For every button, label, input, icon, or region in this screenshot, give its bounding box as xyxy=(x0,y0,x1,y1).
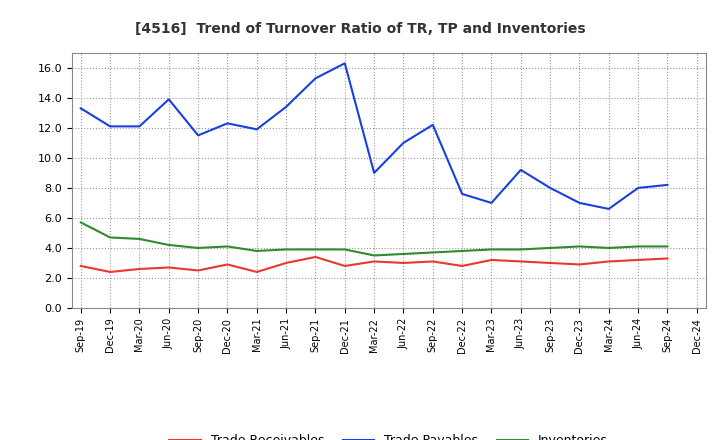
Text: [4516]  Trend of Turnover Ratio of TR, TP and Inventories: [4516] Trend of Turnover Ratio of TR, TP… xyxy=(135,22,585,36)
Trade Payables xyxy=(106,124,114,129)
Inventories xyxy=(164,242,173,248)
Trade Payables xyxy=(253,127,261,132)
Inventories xyxy=(253,248,261,253)
Trade Receivables xyxy=(311,254,320,260)
Trade Receivables xyxy=(76,263,85,268)
Inventories xyxy=(575,244,584,249)
Trade Receivables xyxy=(634,257,642,263)
Trade Payables xyxy=(575,200,584,205)
Inventories xyxy=(135,236,144,242)
Trade Receivables xyxy=(605,259,613,264)
Inventories xyxy=(76,220,85,225)
Trade Payables xyxy=(194,133,202,138)
Inventories xyxy=(311,247,320,252)
Inventories xyxy=(194,246,202,251)
Trade Receivables xyxy=(194,268,202,273)
Inventories xyxy=(282,247,290,252)
Trade Payables xyxy=(634,185,642,191)
Trade Payables xyxy=(223,121,232,126)
Inventories xyxy=(605,246,613,251)
Legend: Trade Receivables, Trade Payables, Inventories: Trade Receivables, Trade Payables, Inven… xyxy=(164,429,613,440)
Inventories xyxy=(341,247,349,252)
Inventories xyxy=(428,250,437,255)
Trade Receivables xyxy=(164,265,173,270)
Trade Payables xyxy=(487,200,496,205)
Trade Payables xyxy=(546,185,554,191)
Trade Payables xyxy=(76,106,85,111)
Inventories xyxy=(546,246,554,251)
Trade Receivables xyxy=(663,256,672,261)
Trade Receivables xyxy=(399,260,408,266)
Inventories xyxy=(106,235,114,240)
Inventories xyxy=(399,251,408,257)
Line: Trade Receivables: Trade Receivables xyxy=(81,257,667,272)
Inventories xyxy=(663,244,672,249)
Trade Receivables xyxy=(370,259,379,264)
Line: Inventories: Inventories xyxy=(81,223,667,256)
Inventories xyxy=(487,247,496,252)
Trade Receivables xyxy=(487,257,496,263)
Trade Receivables xyxy=(106,269,114,275)
Trade Receivables xyxy=(223,262,232,267)
Trade Payables xyxy=(370,170,379,176)
Trade Receivables xyxy=(575,262,584,267)
Trade Receivables xyxy=(546,260,554,266)
Trade Payables xyxy=(458,191,467,197)
Trade Receivables xyxy=(516,259,525,264)
Inventories xyxy=(634,244,642,249)
Trade Payables xyxy=(311,76,320,81)
Inventories xyxy=(516,247,525,252)
Inventories xyxy=(223,244,232,249)
Line: Trade Payables: Trade Payables xyxy=(81,63,667,209)
Trade Receivables xyxy=(253,269,261,275)
Trade Payables xyxy=(516,167,525,172)
Trade Payables xyxy=(282,104,290,110)
Inventories xyxy=(370,253,379,258)
Trade Payables xyxy=(605,206,613,212)
Trade Receivables xyxy=(428,259,437,264)
Trade Payables xyxy=(399,140,408,146)
Trade Payables xyxy=(341,61,349,66)
Trade Receivables xyxy=(458,263,467,268)
Trade Receivables xyxy=(341,263,349,268)
Trade Payables xyxy=(164,97,173,102)
Trade Payables xyxy=(135,124,144,129)
Trade Payables xyxy=(428,122,437,128)
Inventories xyxy=(458,248,467,253)
Trade Receivables xyxy=(282,260,290,266)
Trade Payables xyxy=(663,182,672,187)
Trade Receivables xyxy=(135,266,144,271)
